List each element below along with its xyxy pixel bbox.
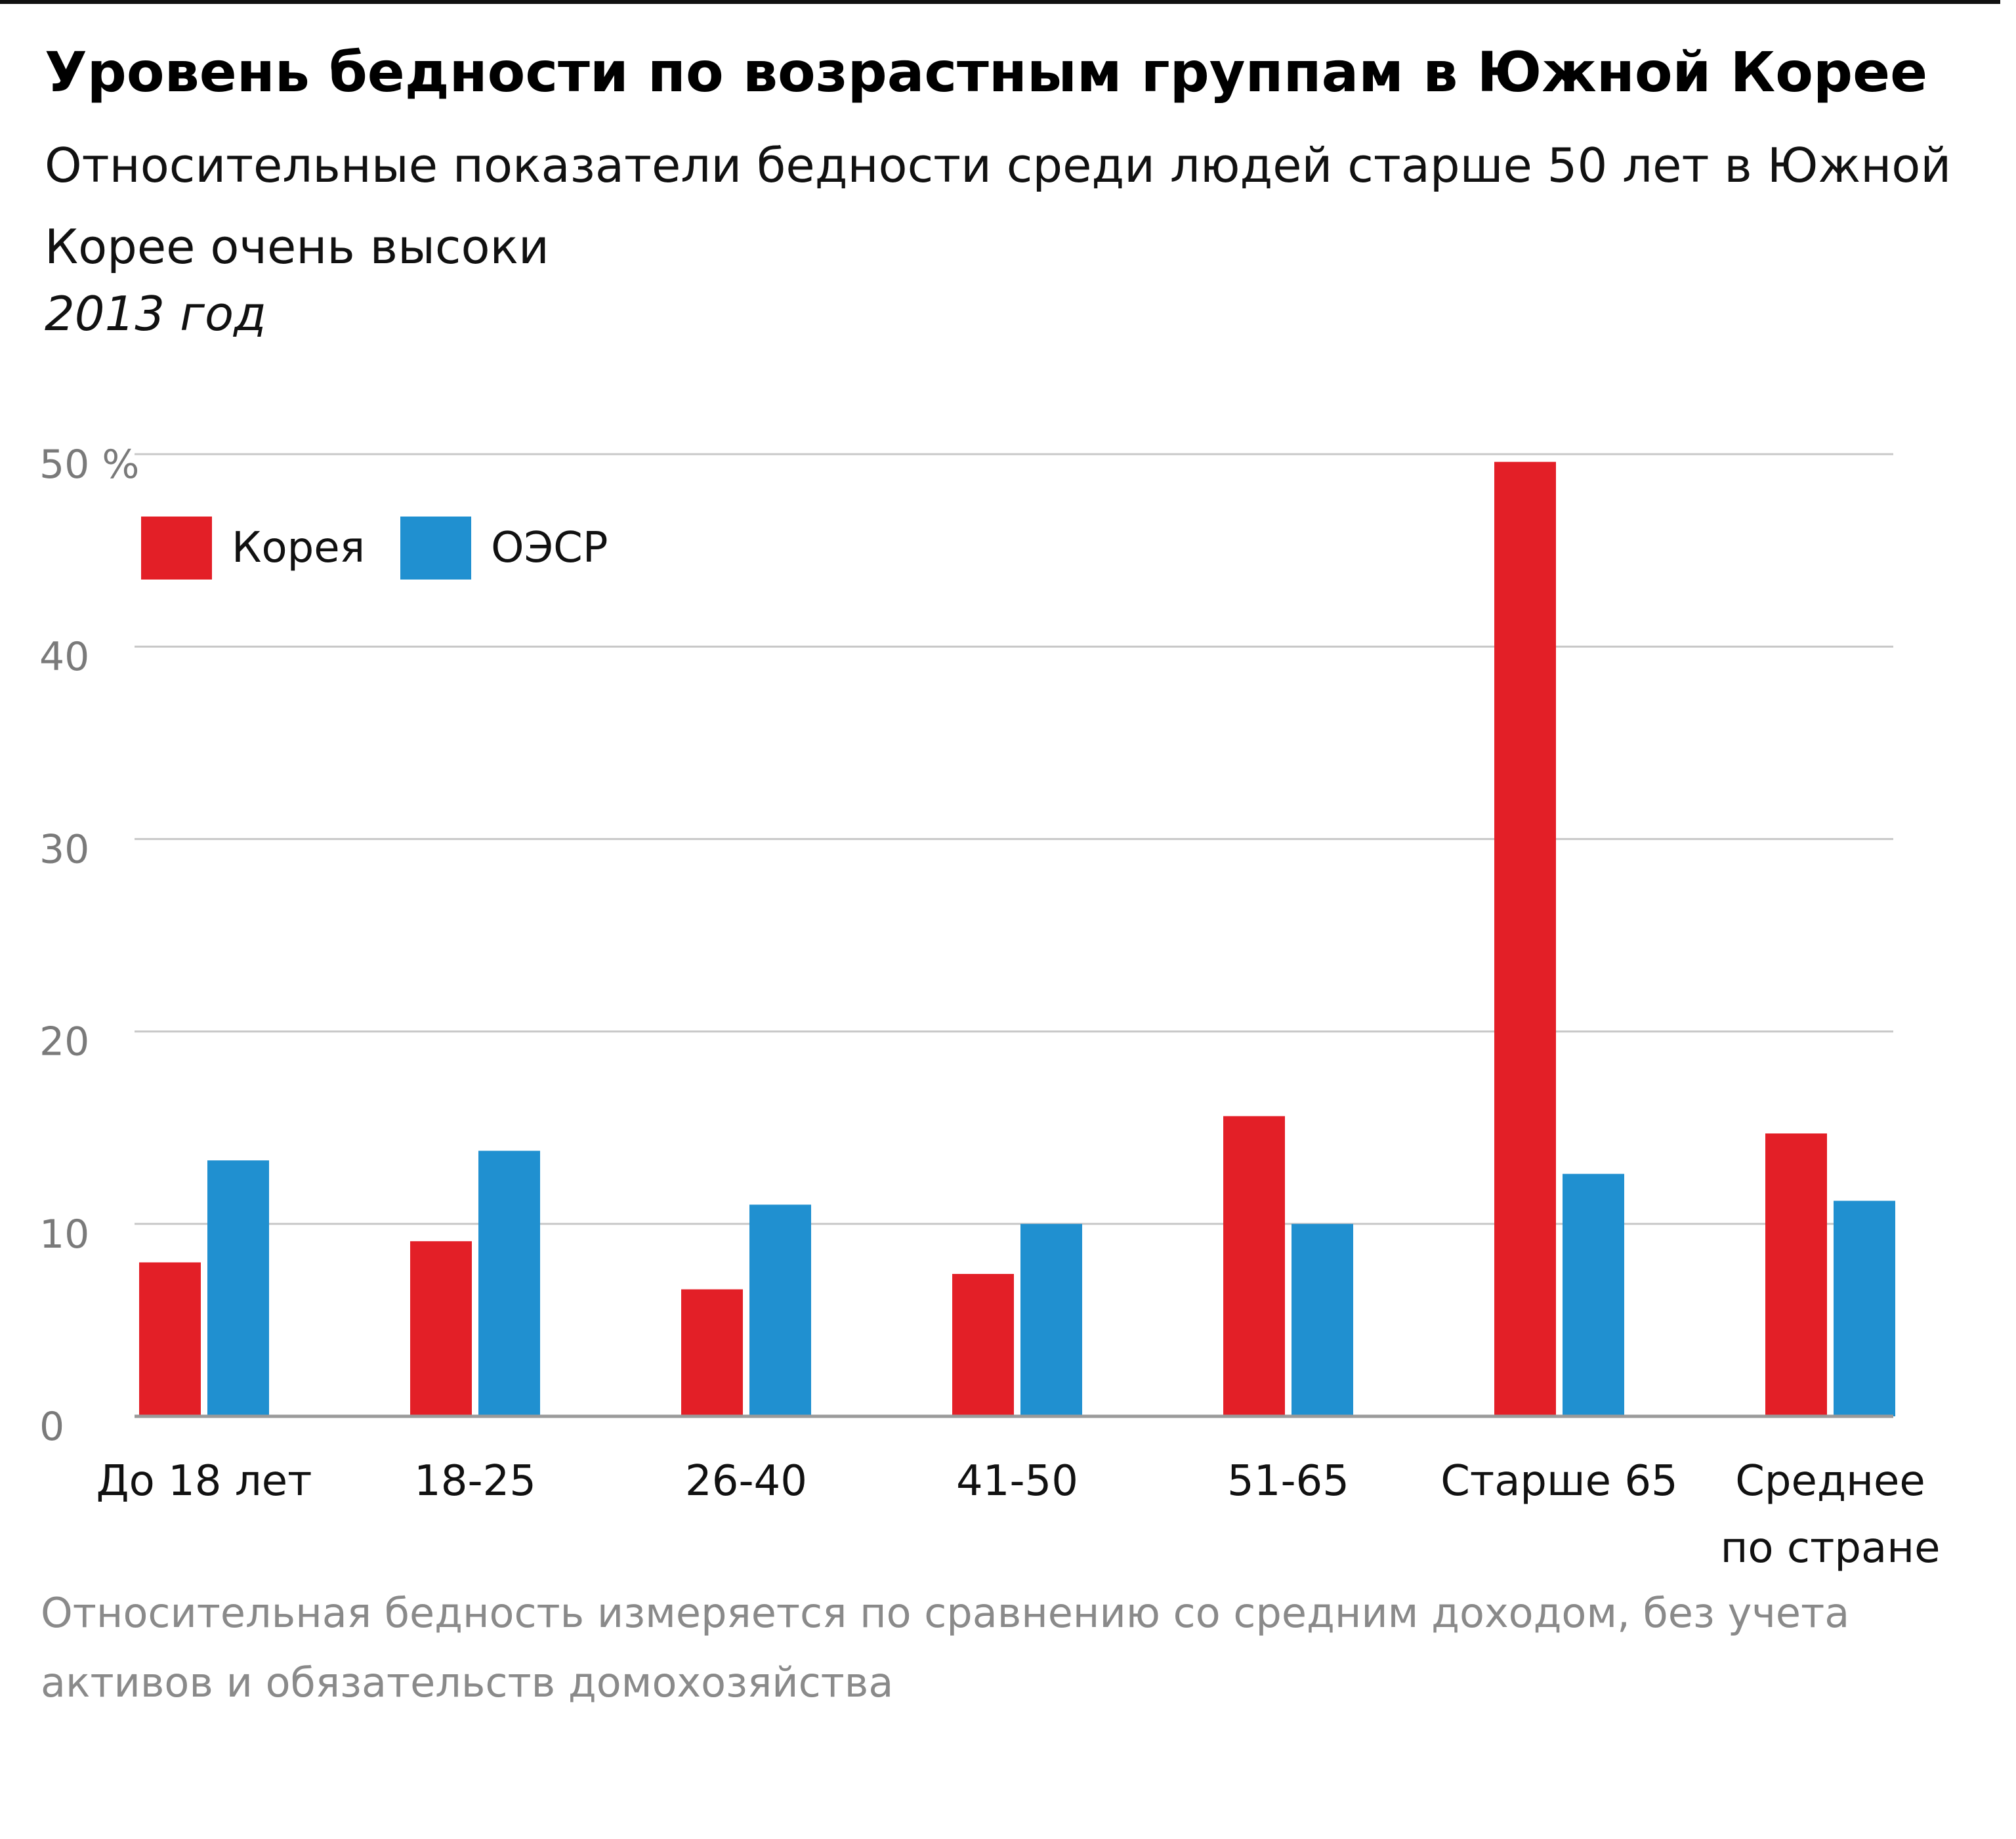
bar-korea-3 (952, 1274, 1014, 1416)
bar-korea-1 (410, 1241, 472, 1416)
x-tick-label: Старше 65 (1440, 1457, 1678, 1506)
legend-label-korea: Корея (232, 524, 366, 572)
chart-title: Уровень бедности по возрастным группам в… (45, 40, 1928, 104)
x-tick-label: 26-40 (685, 1457, 807, 1506)
legend-label-oecd: ОЭСР (491, 524, 608, 572)
x-tick-label: До 18 лет (96, 1457, 312, 1506)
chart-subtitle: Относительные показатели бедности среди … (45, 138, 1952, 274)
legend-item-korea: Корея (141, 517, 365, 580)
bar-korea-5 (1494, 461, 1556, 1416)
y-axis-tick-labels: 0 10 20 30 40 50 % (39, 442, 139, 1450)
legend-swatch-korea (141, 517, 212, 580)
top-rule (0, 0, 2000, 4)
bar-oecd-4 (1292, 1223, 1353, 1416)
legend: Корея ОЭСР (141, 515, 643, 581)
bar-oecd-5 (1563, 1173, 1624, 1416)
bar-oecd-6 (1834, 1200, 1895, 1416)
bar-oecd-1 (478, 1151, 540, 1416)
footnote: Относительная бедность измеряется по сра… (41, 1589, 1850, 1706)
bar-korea-0 (139, 1262, 201, 1416)
legend-item-oecd: ОЭСР (400, 517, 608, 580)
chart-year: 2013 год (45, 286, 266, 341)
x-axis-tick-labels: До 18 лет 18-25 26-40 41-50 51-65 Старше 65 Ср… (96, 1457, 1941, 1573)
bar-korea-6 (1765, 1133, 1827, 1416)
bar-oecd-2 (749, 1204, 811, 1416)
bar-korea-2 (681, 1289, 743, 1416)
bar-korea-4 (1223, 1116, 1285, 1416)
x-tick-label: Среднее (1735, 1457, 1925, 1506)
x-tick-label: 41-50 (956, 1457, 1078, 1506)
y-tick-label: 0 (39, 1404, 64, 1450)
bar-oecd-3 (1020, 1223, 1082, 1416)
x-tick-label: по стране (1721, 1524, 1941, 1573)
y-tick-label: 50 % (39, 442, 139, 488)
x-tick-label: 18-25 (414, 1457, 536, 1506)
bar-oecd-0 (207, 1160, 269, 1416)
y-tick-label: 40 (39, 634, 89, 680)
y-tick-label: 30 (39, 826, 89, 872)
legend-swatch-oecd (400, 517, 472, 580)
x-tick-label: 51-65 (1227, 1457, 1349, 1506)
bars (139, 461, 1895, 1416)
y-tick-label: 20 (39, 1019, 89, 1065)
y-tick-label: 10 (39, 1212, 89, 1258)
